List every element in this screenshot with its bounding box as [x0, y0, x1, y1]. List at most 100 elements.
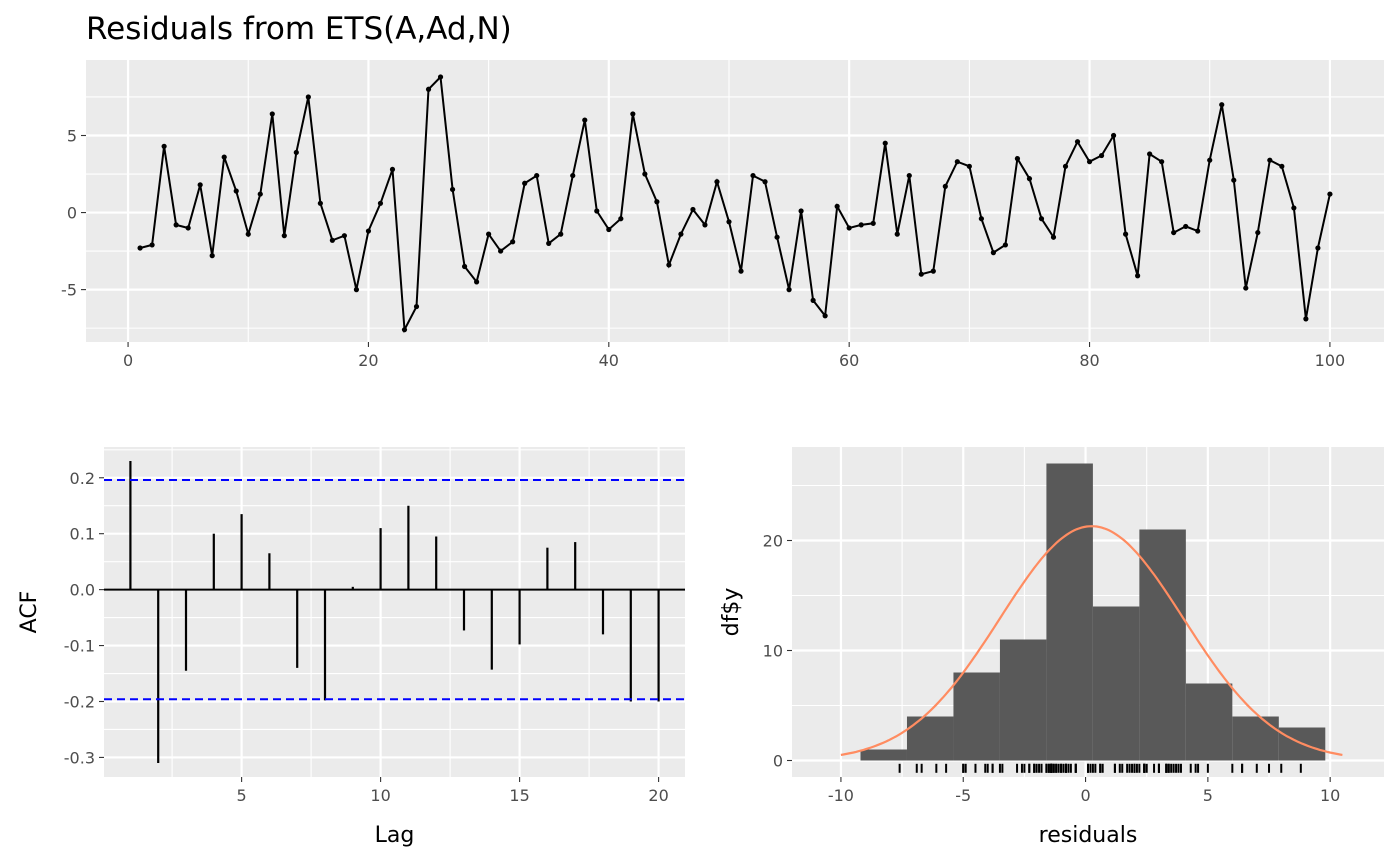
residual-point: [1002, 242, 1009, 248]
residual-point: [257, 191, 263, 197]
histogram-bar: [953, 672, 1000, 761]
residual-point: [606, 226, 612, 233]
y-tick-label: 5: [67, 127, 77, 146]
histogram-y-axis-title: df$y: [719, 588, 744, 637]
residual-point: [1086, 159, 1093, 165]
residual-point: [618, 216, 624, 222]
residual-point: [233, 188, 239, 194]
residual-point: [269, 111, 275, 117]
histogram-bar: [1185, 683, 1233, 761]
residual-point: [750, 172, 756, 179]
normal-density-curve: [840, 525, 1343, 756]
residuals-time-plot: 0 20 40 60 80 100 -5 0 5: [61, 60, 1384, 370]
residual-point: [149, 242, 155, 248]
residual-point: [305, 94, 311, 100]
residual-point: [1050, 234, 1057, 240]
residual-point: [966, 163, 972, 169]
residual-point: [906, 172, 912, 179]
acf-x-axis: 5 10 15 20: [237, 777, 669, 805]
residual-point: [894, 231, 900, 237]
y-tick-label: 20: [763, 532, 783, 551]
residual-point: [425, 86, 432, 92]
residual-point: [786, 287, 792, 293]
residual-point: [630, 111, 636, 117]
residual-point: [413, 303, 420, 310]
residual-point: [810, 297, 816, 303]
residual-point: [486, 231, 492, 237]
acf-y-axis-title: ACF: [17, 591, 42, 634]
residual-point: [377, 200, 384, 206]
acf-x-axis-title: Lag: [375, 823, 415, 848]
histogram-bar: [1139, 529, 1186, 761]
histogram-x-axis-title: residuals: [1039, 823, 1138, 848]
x-tick-label: 60: [839, 351, 859, 370]
x-tick-label: 20: [648, 786, 668, 805]
residuals-points: [137, 74, 1333, 333]
x-tick-label: 80: [1079, 351, 1099, 370]
residual-point: [137, 245, 143, 251]
residual-point: [714, 179, 720, 185]
histogram-bar: [906, 716, 954, 761]
x-tick-label: 20: [358, 351, 378, 370]
residual-point: [570, 172, 576, 179]
residual-point: [1147, 151, 1153, 157]
x-tick-label: 0: [123, 351, 133, 370]
residual-point: [846, 225, 852, 231]
residual-point: [1291, 205, 1297, 211]
chart-title: Residuals from ETS(A,Ad,N): [86, 11, 512, 47]
residuals-major-gridlines: [86, 60, 1384, 342]
residual-point: [437, 74, 444, 80]
x-tick-label: 40: [599, 351, 619, 370]
residuals-rug: [898, 763, 1302, 773]
residual-point: [1279, 163, 1285, 169]
residual-point: [281, 233, 287, 239]
residual-point: [546, 240, 552, 246]
histogram-bars: [860, 463, 1326, 761]
residual-point: [353, 287, 360, 293]
histogram-y-axis: 0 10 20: [763, 532, 792, 771]
residual-point: [341, 233, 347, 239]
residual-point: [173, 222, 179, 228]
residual-point: [221, 154, 227, 160]
x-tick-label: 5: [1203, 786, 1213, 805]
residual-point: [461, 263, 468, 270]
residual-point: [1110, 132, 1117, 139]
x-tick-label: -10: [828, 786, 854, 805]
residual-point: [449, 186, 456, 193]
residual-point: [197, 182, 203, 188]
residual-point: [329, 237, 335, 243]
residual-point: [1171, 229, 1177, 236]
residual-point: [558, 231, 564, 237]
residual-point: [317, 200, 323, 206]
residual-point: [654, 199, 660, 205]
x-tick-label: -5: [955, 786, 971, 805]
residual-point: [1315, 245, 1321, 251]
residual-point: [990, 250, 996, 256]
residual-point: [882, 140, 888, 146]
residual-point: [726, 219, 732, 225]
residual-point: [1267, 157, 1273, 163]
x-tick-label: 5: [237, 786, 247, 805]
y-tick-label: -5: [61, 281, 77, 300]
residual-point: [1123, 231, 1129, 237]
acf-minor-gridlines: [104, 447, 685, 777]
residual-point: [534, 172, 540, 179]
residual-point: [666, 262, 672, 268]
residual-point: [1098, 152, 1105, 159]
y-tick-label: 0: [773, 752, 783, 771]
residual-point: [1135, 273, 1141, 279]
residual-point: [1219, 102, 1225, 108]
residual-point: [389, 166, 396, 173]
residual-point: [594, 208, 600, 214]
y-tick-label: 0.0: [70, 581, 95, 600]
histogram-bar: [1092, 606, 1140, 761]
histogram-x-axis: -10 -5 0 5 10: [828, 777, 1340, 805]
y-tick-label: -0.2: [64, 692, 95, 711]
residual-point: [1255, 229, 1261, 236]
residual-point: [1038, 216, 1045, 222]
residual-point: [245, 231, 251, 237]
x-tick-label: 15: [509, 786, 529, 805]
y-tick-label: 0.2: [70, 469, 95, 488]
x-tick-label: 10: [1320, 786, 1340, 805]
